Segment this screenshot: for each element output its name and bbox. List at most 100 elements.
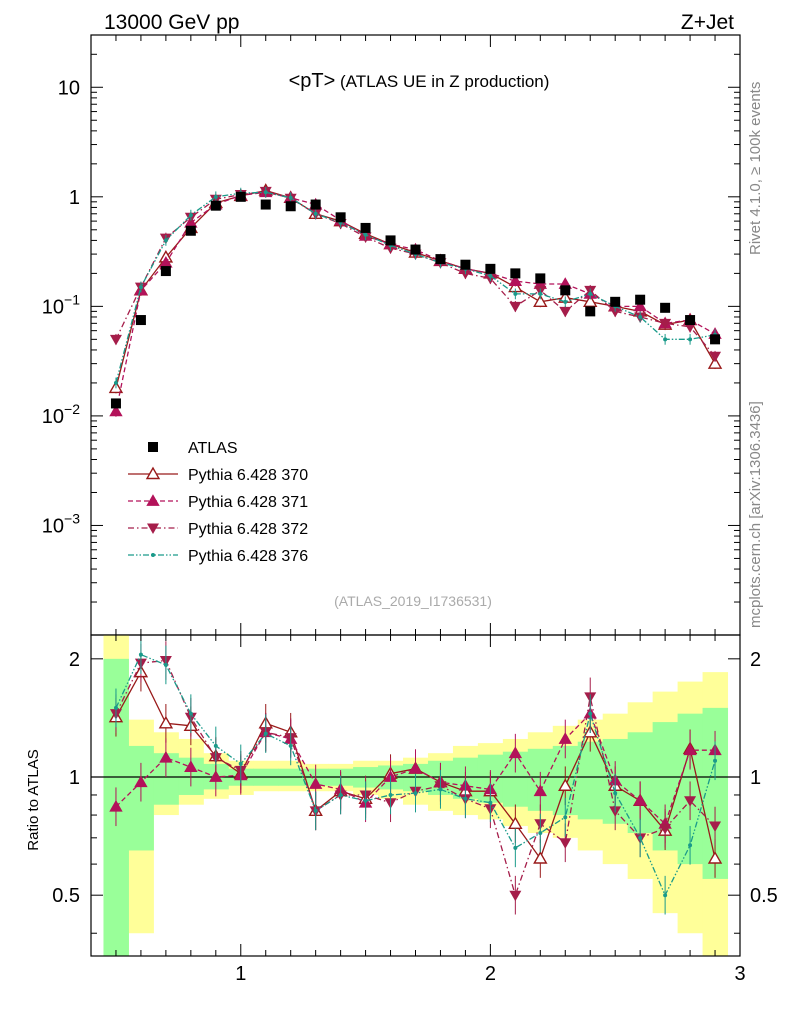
main-series-point-4 — [588, 291, 593, 296]
ratio-series-point-4 — [663, 893, 668, 898]
atlas-data-point — [260, 199, 271, 210]
ratio-series-point-2 — [683, 743, 697, 756]
ratio-series-point-2 — [558, 732, 572, 744]
ratio-series-point-4 — [638, 835, 643, 840]
atlas-data-point — [585, 306, 596, 317]
main-frame — [90, 34, 741, 636]
ratio-series-point-1 — [558, 778, 573, 791]
main-series-point-4 — [188, 213, 193, 218]
legend-label: ATLAS — [188, 440, 238, 457]
main-title-sub: (ATLAS UE in Z production) — [335, 72, 549, 91]
legend-marker — [146, 494, 160, 506]
ratio-series-point-4 — [238, 761, 243, 766]
legend-label: Pythia 6.428 376 — [188, 548, 308, 565]
ratio-series-point-4 — [163, 662, 168, 667]
ratio-series-point-4 — [413, 791, 418, 796]
main-series-point-2 — [109, 404, 123, 417]
main-y-tick-base: 10 — [42, 296, 64, 318]
main-y-tick-label: 10−1 — [42, 291, 80, 318]
ratio-series-point-4 — [138, 652, 143, 657]
ratio-series-point-2 — [633, 793, 647, 806]
main-series-point-4 — [513, 291, 518, 296]
main-y-tick-exponent: −2 — [64, 401, 80, 417]
main-y-tick-exponent: −1 — [64, 291, 80, 307]
main-series-point-3 — [709, 351, 722, 363]
ratio-x-tick-label: 2 — [485, 963, 496, 985]
main-y-tick-base: 10 — [42, 515, 64, 537]
atlas-data-point — [110, 398, 121, 409]
ratio-y-tick-label: 1 — [69, 767, 80, 789]
ratio-panel: 1 2 3 2 2 1 1 0.5 0.5 Ratio to ATLAS — [25, 634, 778, 985]
main-series-point-4 — [538, 291, 543, 296]
main-y-tick-base: 10 — [42, 406, 64, 428]
main-series-point-4 — [488, 273, 493, 278]
legend-marker — [145, 466, 161, 480]
ratio-series-point-4 — [613, 791, 618, 796]
ratio-series-point-1 — [158, 715, 174, 729]
main-series-point-4 — [688, 337, 693, 342]
atlas-data-point — [610, 296, 621, 307]
header-left-label: 13000 GeV pp — [104, 11, 239, 34]
main-series-point-4 — [138, 285, 143, 290]
ratio-series-point-4 — [263, 731, 268, 736]
header-right-label: Z+Jet — [681, 11, 734, 34]
ratio-series-point-4 — [363, 798, 368, 803]
legend: ATLAS Pythia 6.428 370 Pythia 6.428 371 Pyt… — [128, 440, 308, 565]
atlas-data-point — [335, 212, 346, 223]
main-series-point-4 — [263, 190, 268, 195]
ratio-series-point-2 — [308, 777, 323, 789]
ratio-series-point-4 — [438, 787, 443, 792]
main-y-tick-label: 1 — [69, 187, 80, 209]
atlas-data-point — [710, 334, 721, 345]
main-series-line-3 — [115, 190, 716, 357]
main-series-point-2 — [508, 274, 523, 287]
ratio-series-point-2 — [109, 799, 123, 812]
atlas-data-point — [560, 285, 571, 296]
main-series-point-4 — [113, 380, 118, 385]
ratio-y-tick-label-right: 2 — [750, 649, 761, 671]
main-y-tick-label: 10−2 — [42, 401, 80, 428]
main-series-point-1 — [533, 294, 548, 308]
main-y-tick-label: 10 — [58, 77, 80, 99]
ratio-y-tick-label: 2 — [69, 649, 80, 671]
legend-marker — [147, 523, 159, 534]
atlas-data-point — [685, 315, 696, 326]
ratio-y-axis-label: Ratio to ATLAS — [25, 749, 42, 850]
main-title: <pT> (ATLAS UE in Z production) — [289, 70, 550, 92]
atlas-data-point — [385, 235, 396, 246]
main-series-point-4 — [663, 337, 668, 342]
ratio-series-point-4 — [113, 705, 118, 710]
ratio-series-point-3 — [659, 823, 672, 835]
ratio-series-point-3 — [684, 796, 697, 807]
main-series-point-4 — [288, 195, 293, 200]
atlas-data-point — [460, 259, 471, 270]
ratio-series-point-4 — [213, 743, 218, 748]
main-series-point-4 — [213, 194, 218, 199]
ratio-series-point-4 — [463, 796, 468, 801]
ratio-series-point-4 — [388, 792, 393, 797]
main-series-point-1 — [583, 294, 598, 308]
ratio-series-point-4 — [563, 815, 568, 820]
main-series-line-2 — [115, 191, 716, 412]
rivet-version-label: Rivet 4.1.0, ≥ 100k events — [747, 82, 764, 255]
main-series-point-3 — [559, 306, 572, 318]
legend-label: Pythia 6.428 371 — [188, 494, 308, 511]
atlas-data-point — [410, 244, 421, 255]
main-series-point-3 — [109, 334, 122, 346]
analysis-id-label: (ATLAS_2019_I1736531) — [334, 593, 492, 609]
main-series-point-4 — [638, 314, 643, 319]
ratio-series-point-4 — [588, 711, 593, 716]
ratio-series-point-4 — [713, 758, 718, 763]
atlas-data-point — [535, 273, 546, 284]
ratio-series-point-4 — [488, 800, 493, 805]
main-title-main: <pT> — [289, 70, 336, 92]
atlas-data-point — [435, 254, 446, 265]
ratio-series-point-1 — [707, 851, 723, 864]
legend-label: Pythia 6.428 372 — [188, 521, 308, 538]
main-series-point-4 — [163, 238, 168, 243]
ratio-series-point-2 — [159, 750, 173, 763]
main-y-tick-exponent: −3 — [64, 510, 80, 526]
main-series-point-1 — [707, 356, 723, 369]
main-series-line-1 — [115, 189, 716, 389]
